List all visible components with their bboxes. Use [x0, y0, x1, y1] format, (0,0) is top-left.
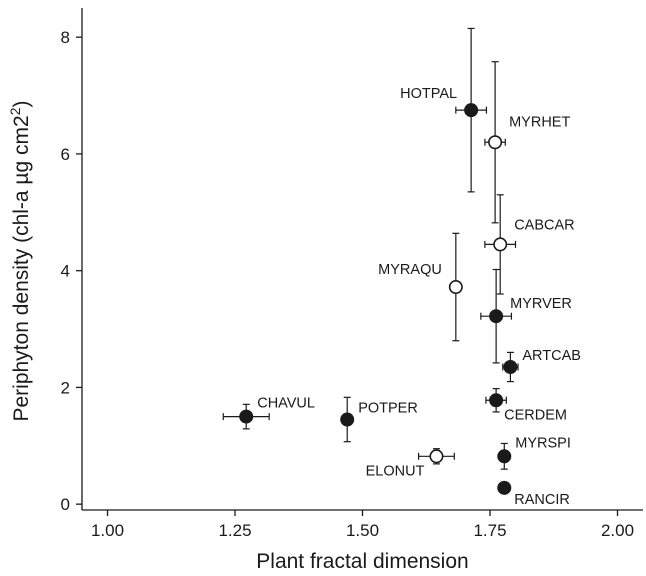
point-myrver — [489, 309, 504, 324]
point-myraqu — [448, 280, 463, 295]
point-labels: HOTPAL MYRHET CABCAR MYRAQU MYRVER ARTCAB CERD… — [257, 86, 581, 508]
y-tick-label: 6 — [61, 145, 70, 164]
point-label-rancir: RANCIR — [514, 492, 570, 508]
point-label-elonut: ELONUT — [366, 463, 425, 479]
x-axis-title: Plant fractal dimension — [256, 550, 468, 573]
point-myrhet — [488, 135, 503, 150]
x-tick-label: 1.25 — [218, 521, 251, 540]
x-tick-label: 1.00 — [91, 521, 124, 540]
point-artcab — [503, 359, 518, 374]
point-label-myraqu: MYRAQU — [378, 262, 442, 278]
point-cerdem — [489, 393, 504, 408]
axes: 1.00 1.25 1.50 1.75 2.00 0 2 4 6 8 — [61, 8, 643, 540]
point-rancir — [497, 480, 512, 495]
point-chavul — [239, 409, 254, 424]
point-elonut — [429, 449, 444, 464]
error-bars — [222, 27, 519, 492]
y-tick-label: 2 — [61, 378, 70, 397]
point-potper — [340, 412, 355, 427]
x-tick-label: 1.75 — [473, 521, 506, 540]
point-label-hotpal: HOTPAL — [400, 86, 457, 102]
point-label-potper: POTPER — [358, 401, 418, 417]
y-tick-label: 8 — [61, 28, 70, 47]
point-myrspi — [497, 449, 512, 464]
point-label-myrspi: MYRSPI — [515, 435, 571, 451]
x-tick-label: 2.00 — [601, 521, 634, 540]
y-tick-label: 0 — [61, 495, 70, 514]
point-cabcar — [493, 237, 508, 252]
y-tick-label: 4 — [61, 262, 70, 281]
point-label-cerdem: CERDEM — [504, 407, 567, 423]
point-label-myrhet: MYRHET — [509, 114, 570, 130]
point-hotpal — [464, 103, 479, 118]
point-label-artcab: ARTCAB — [522, 348, 581, 364]
data-points — [239, 103, 518, 495]
point-label-myrver: MYRVER — [510, 296, 572, 312]
x-tick-label: 1.50 — [346, 521, 379, 540]
y-axis-title: Periphyton density (chl-a µg cm22) — [7, 100, 33, 421]
point-label-cabcar: CABCAR — [514, 217, 574, 233]
point-label-chavul: CHAVUL — [257, 396, 315, 412]
